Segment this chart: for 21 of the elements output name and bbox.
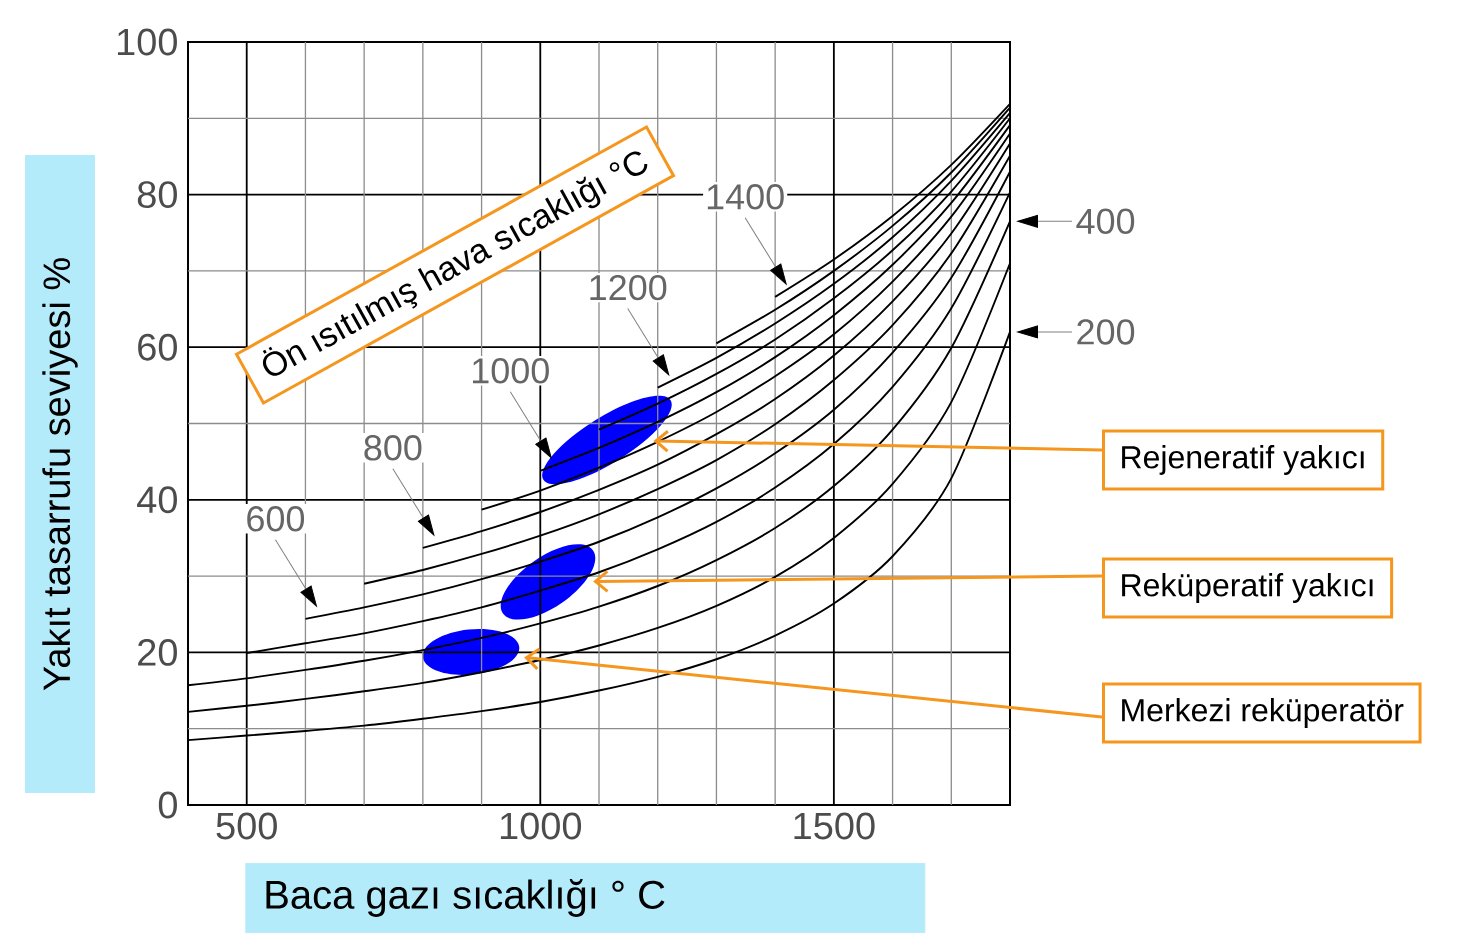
- x-tick-label: 500: [216, 812, 277, 840]
- y-tick-label: 20: [138, 638, 177, 666]
- text: 1200: [590, 274, 667, 301]
- y-tick-label: 100: [117, 28, 177, 56]
- y-tick-label: 40: [137, 486, 177, 514]
- series-label: 1400: [707, 184, 784, 210]
- text: 800: [364, 435, 422, 461]
- y-tick-label: 0: [158, 791, 177, 819]
- text: Rejeneratif yakıcı: [1122, 445, 1364, 475]
- x-tick-label: 1500: [794, 812, 875, 840]
- y-axis-title: Yakıt tasarrufu seviyesi %: [42, 258, 78, 691]
- y-tick-label: 80: [137, 181, 177, 209]
- y-tick-label: 60: [138, 333, 177, 361]
- x-tick-label: 1000: [500, 812, 582, 840]
- text: Reküperatif yakıcı: [1122, 573, 1373, 603]
- text: 1000: [472, 358, 549, 384]
- x-axis-title: Baca gazı sıcaklığı ° C: [266, 879, 665, 917]
- text: 600: [247, 506, 305, 532]
- legend-label: 200: [1077, 319, 1135, 345]
- legend-label: 400: [1076, 208, 1135, 235]
- text: Merkezi reküperatör: [1122, 698, 1404, 728]
